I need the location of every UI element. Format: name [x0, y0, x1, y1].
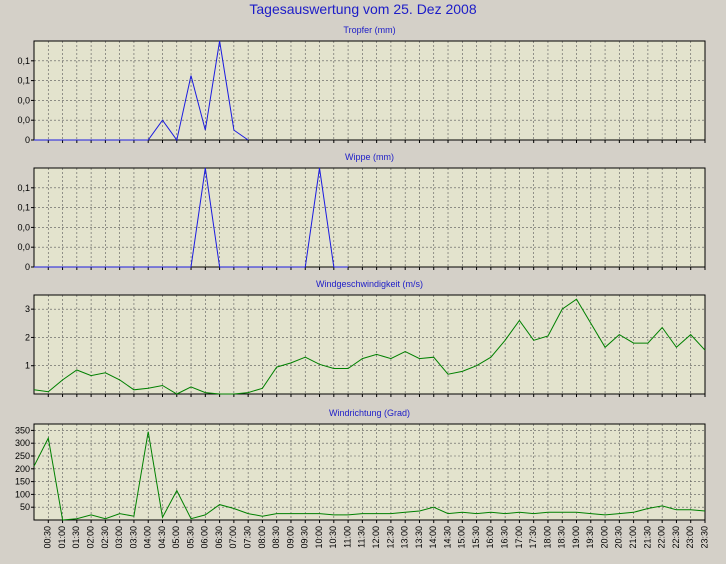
y-tick-label: 250	[15, 451, 30, 461]
plot-area	[34, 41, 705, 140]
y-tick-label: 0	[25, 262, 30, 272]
x-tick-label: 00:30	[43, 526, 53, 549]
x-tick-label: 21:00	[628, 526, 638, 549]
series-line	[34, 40, 249, 142]
y-tick-label: 300	[15, 438, 30, 448]
chart-panel-4: Windrichtung (Grad) 50 100 150 200 250 300 350 0…	[15, 408, 709, 549]
y-tick-label: 1	[25, 361, 30, 371]
x-tick-label: 18:30	[557, 526, 567, 549]
chart-title: Windrichtung (Grad)	[329, 408, 410, 418]
x-tick-label: 18:00	[542, 526, 552, 549]
x-tick-label: 11:00	[342, 526, 352, 548]
y-tick-label: 2	[25, 332, 30, 342]
y-tick-label: 0,1	[17, 203, 30, 213]
x-tick-label: 23:00	[685, 526, 695, 549]
x-tick-label: 17:00	[514, 526, 524, 549]
x-tick-label: 19:30	[585, 526, 595, 549]
plot-frame	[33, 40, 706, 141]
series-line	[34, 167, 349, 268]
x-tick-label: 10:30	[328, 526, 338, 549]
x-tick-label: 16:00	[485, 526, 495, 549]
x-tick-label: 07:00	[228, 526, 238, 549]
x-tick-label: 16:30	[500, 526, 510, 549]
chart-panel-3: Windgeschwindigkeit (m/s) 1 2 3	[25, 279, 706, 397]
x-tick-label: 12:30	[385, 526, 395, 549]
y-tick-label: 0,0	[17, 115, 30, 125]
x-tick-label: 20:30	[614, 526, 624, 549]
y-tick-label: 0,0	[17, 242, 30, 252]
x-tick-label: 04:30	[157, 526, 167, 549]
x-tick-label: 06:00	[200, 526, 210, 549]
y-tick-label: 0,1	[17, 183, 30, 193]
x-tick-label: 11:30	[357, 526, 367, 548]
x-tick-label: 08:00	[257, 526, 267, 549]
x-tick-label: 02:00	[85, 526, 95, 549]
x-tick-label: 01:00	[57, 526, 67, 549]
chart-panel-1: Tropfer (mm) 0 0,0 0,0 0,1 0,1	[17, 25, 706, 145]
x-tick-label: 19:00	[571, 526, 581, 549]
x-tick-label: 14:00	[428, 526, 438, 549]
x-tick-label: 07:30	[243, 526, 253, 549]
y-tick-label: 0,0	[17, 222, 30, 232]
x-tick-label: 05:00	[171, 526, 181, 549]
x-tick-label: 09:30	[300, 526, 310, 549]
chart-title: Windgeschwindigkeit (m/s)	[316, 279, 423, 289]
x-tick-label: 08:30	[271, 526, 281, 549]
x-tick-label: 05:30	[185, 526, 195, 549]
y-tick-label: 150	[15, 477, 30, 487]
y-tick-label: 0,1	[17, 76, 30, 86]
x-tick-label: 15:30	[471, 526, 481, 549]
plot-area	[34, 295, 705, 394]
chart-panel-2: Wippe (mm) 0 0,0 0,0 0,1 0,1	[17, 152, 706, 272]
series-line	[33, 431, 706, 521]
y-tick-label: 0	[25, 135, 30, 145]
plot-area	[34, 424, 705, 520]
chart-title: Wippe (mm)	[345, 152, 394, 162]
x-tick-label: 23:30	[699, 526, 709, 549]
x-tick-label: 09:00	[285, 526, 295, 549]
plot-frame	[33, 423, 706, 521]
x-tick-label: 12:00	[371, 526, 381, 549]
y-tick-label: 100	[15, 489, 30, 499]
y-tick-label: 0,0	[17, 95, 30, 105]
x-tick-label: 02:30	[100, 526, 110, 549]
x-tick-label: 17:30	[528, 526, 538, 549]
y-tick-label: 3	[25, 304, 30, 314]
x-tick-label: 03:00	[114, 526, 124, 549]
y-tick-label: 200	[15, 464, 30, 474]
x-tick-label: 01:30	[71, 526, 81, 549]
y-tick-label: 0,1	[17, 56, 30, 66]
x-tick-label: 22:30	[671, 526, 681, 549]
chart-title: Tropfer (mm)	[343, 25, 395, 35]
x-tick-label: 13:00	[400, 526, 410, 549]
page-title: Tagesauswertung vom 25. Dez 2008	[249, 1, 477, 17]
x-tick-label: 20:00	[599, 526, 609, 549]
x-tick-label: 06:30	[214, 526, 224, 549]
x-tick-label: 15:00	[457, 526, 467, 549]
y-tick-label: 50	[20, 502, 30, 512]
x-tick-label: 03:30	[128, 526, 138, 549]
x-tick-label: 13:30	[414, 526, 424, 549]
x-tick-label: 04:00	[143, 526, 153, 549]
series-line	[33, 298, 706, 395]
plot-frame	[33, 294, 706, 395]
plot-area	[34, 168, 705, 267]
x-tick-label: 14:30	[442, 526, 452, 549]
x-tick-label: 21:30	[642, 526, 652, 549]
x-tick-label: 10:00	[314, 526, 324, 549]
x-tick-label: 22:00	[657, 526, 667, 549]
plot-frame	[33, 167, 706, 268]
y-tick-label: 350	[15, 425, 30, 435]
